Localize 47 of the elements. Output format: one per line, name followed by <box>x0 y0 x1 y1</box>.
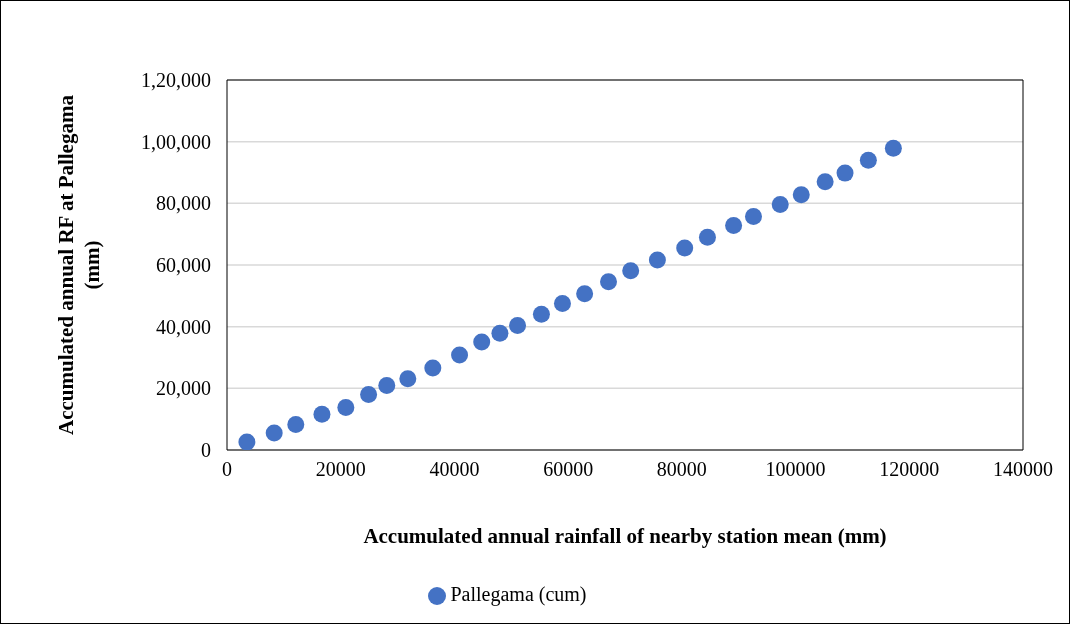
point <box>859 151 877 169</box>
point <box>238 433 256 450</box>
y-tick-label: 40,000 <box>156 315 211 338</box>
legend-label: Pallegama (cum) <box>450 583 587 605</box>
y-axis-title: Accumulated annual RF at Pallegama (mm) <box>54 94 104 435</box>
point <box>725 217 743 235</box>
x-axis-title: Accumulated annual rainfall of nearby station mean (mm) <box>363 524 887 548</box>
y-tick-label: 20,000 <box>156 377 211 400</box>
point <box>265 424 283 442</box>
x-tick-label: 40000 <box>429 458 480 481</box>
point <box>287 415 305 433</box>
y-tick-label: 1,20,000 <box>141 69 211 92</box>
x-tick-label: 100000 <box>765 458 826 481</box>
point <box>378 377 396 395</box>
point <box>676 239 694 257</box>
x-tick-label: 0 <box>222 458 232 481</box>
point <box>771 196 789 214</box>
point <box>884 139 902 157</box>
point <box>491 324 509 342</box>
x-tick-label: 60000 <box>543 458 594 481</box>
point <box>816 173 834 191</box>
point <box>424 359 442 377</box>
x-tick-label: 140000 <box>993 458 1053 481</box>
point <box>553 295 571 313</box>
point <box>698 228 716 246</box>
y-tick-label: 0 <box>201 439 211 462</box>
point <box>622 262 640 280</box>
point <box>648 251 666 269</box>
point <box>745 208 762 226</box>
point <box>576 285 594 303</box>
x-tick-label: 80000 <box>656 458 707 481</box>
point <box>399 370 417 388</box>
point <box>473 333 491 351</box>
y-tick-label: 80,000 <box>156 192 211 215</box>
x-tick-label: 20000 <box>315 458 366 481</box>
point <box>313 405 331 423</box>
point <box>836 164 854 182</box>
point <box>509 316 527 334</box>
x-tick-label: 120000 <box>879 458 940 481</box>
point <box>360 386 378 403</box>
y-tick-label: 60,000 <box>156 254 211 277</box>
y-tick-label: 1,00,000 <box>141 130 211 153</box>
point <box>337 398 355 416</box>
point <box>792 186 810 204</box>
point <box>600 273 618 291</box>
point <box>451 346 469 364</box>
point <box>532 305 550 323</box>
